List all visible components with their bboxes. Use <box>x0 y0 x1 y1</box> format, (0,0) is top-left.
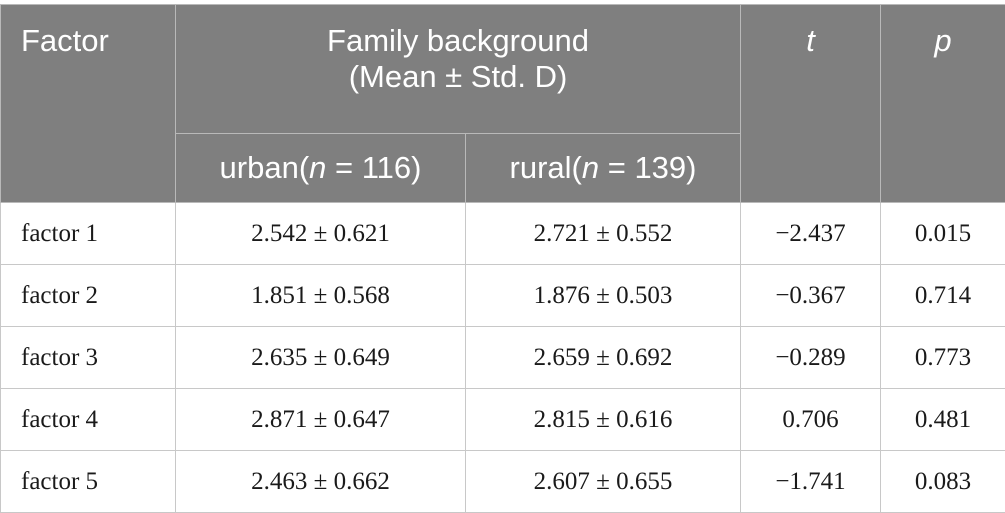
cell-p: 0.714 <box>881 265 1005 327</box>
table-row: factor 5 2.463 ± 0.662 2.607 ± 0.655 −1.… <box>1 451 1005 513</box>
cell-urban: 2.463 ± 0.662 <box>176 451 466 513</box>
cell-t: −2.437 <box>741 203 881 265</box>
header-t: t <box>741 5 881 203</box>
header-rural: rural(n = 139) <box>466 134 741 203</box>
statistics-table: Factor Family background (Mean ± Std. D)… <box>0 4 1005 513</box>
table-row: factor 4 2.871 ± 0.647 2.815 ± 0.616 0.7… <box>1 389 1005 451</box>
cell-factor: factor 5 <box>1 451 176 513</box>
cell-factor: factor 1 <box>1 203 176 265</box>
header-urban: urban(n = 116) <box>176 134 466 203</box>
cell-rural: 1.876 ± 0.503 <box>466 265 741 327</box>
header-family-line1: Family background <box>176 23 740 59</box>
cell-factor: factor 4 <box>1 389 176 451</box>
header-family-line2: (Mean ± Std. D) <box>176 59 740 95</box>
cell-urban: 1.851 ± 0.568 <box>176 265 466 327</box>
cell-t: 0.706 <box>741 389 881 451</box>
cell-t: −0.367 <box>741 265 881 327</box>
cell-rural: 2.815 ± 0.616 <box>466 389 741 451</box>
cell-p: 0.773 <box>881 327 1005 389</box>
table-header: Factor Family background (Mean ± Std. D)… <box>1 5 1005 203</box>
cell-rural: 2.659 ± 0.692 <box>466 327 741 389</box>
table-row: factor 3 2.635 ± 0.649 2.659 ± 0.692 −0.… <box>1 327 1005 389</box>
table-body: factor 1 2.542 ± 0.621 2.721 ± 0.552 −2.… <box>1 203 1005 513</box>
cell-urban: 2.871 ± 0.647 <box>176 389 466 451</box>
cell-urban: 2.542 ± 0.621 <box>176 203 466 265</box>
cell-rural: 2.607 ± 0.655 <box>466 451 741 513</box>
table-row: factor 2 1.851 ± 0.568 1.876 ± 0.503 −0.… <box>1 265 1005 327</box>
cell-p: 0.015 <box>881 203 1005 265</box>
cell-urban: 2.635 ± 0.649 <box>176 327 466 389</box>
cell-p: 0.083 <box>881 451 1005 513</box>
header-factor: Factor <box>1 5 176 203</box>
cell-rural: 2.721 ± 0.552 <box>466 203 741 265</box>
cell-t: −1.741 <box>741 451 881 513</box>
cell-t: −0.289 <box>741 327 881 389</box>
cell-factor: factor 3 <box>1 327 176 389</box>
cell-p: 0.481 <box>881 389 1005 451</box>
header-family-background: Family background (Mean ± Std. D) <box>176 5 741 134</box>
cell-factor: factor 2 <box>1 265 176 327</box>
table-row: factor 1 2.542 ± 0.621 2.721 ± 0.552 −2.… <box>1 203 1005 265</box>
header-p: p <box>881 5 1005 203</box>
